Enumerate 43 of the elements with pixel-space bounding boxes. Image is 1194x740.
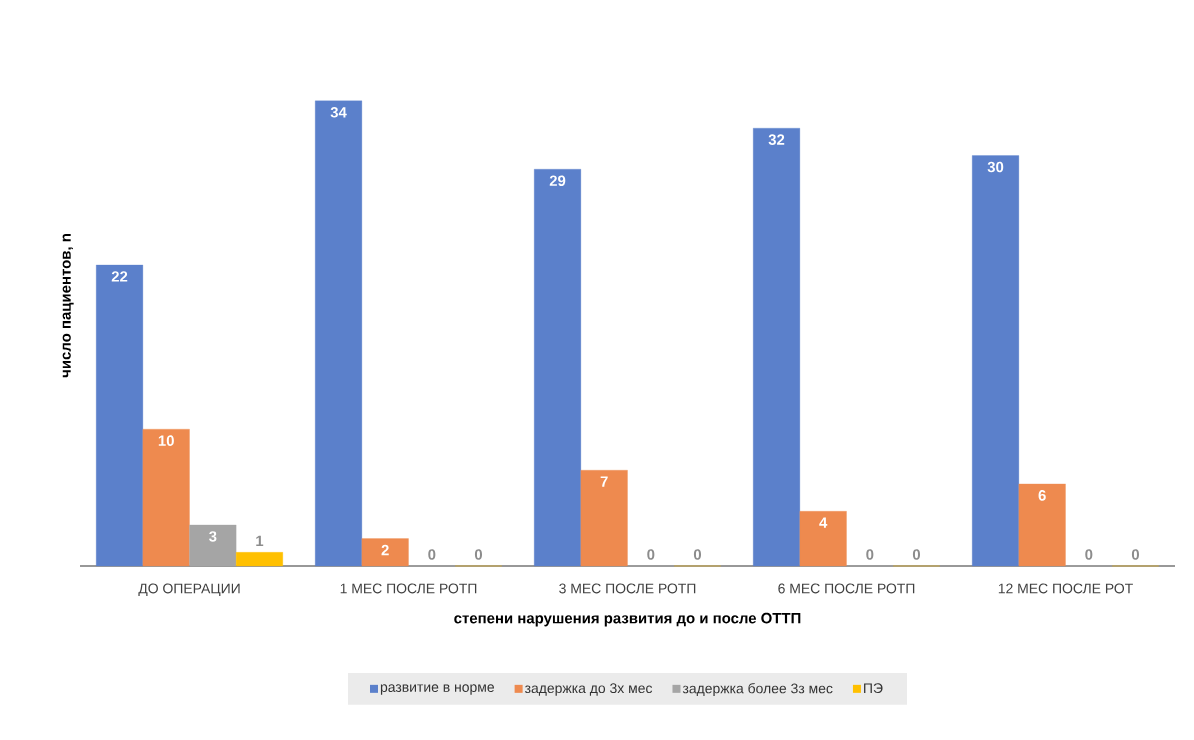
data-label: 0 (474, 549, 483, 560)
x-tick-label: 1 МЕС ПОСЛЕ РОТП (340, 583, 477, 594)
x-axis-title: степени нарушения развития до и после ОТТП (454, 612, 801, 627)
x-tick-label: ДО ОПЕРАЦИИ (138, 583, 240, 597)
data-label: 4 (819, 517, 828, 528)
bar (315, 100, 363, 567)
bar (534, 169, 582, 567)
legend-label: ПЭ (864, 683, 883, 694)
data-label: 0 (1131, 549, 1139, 560)
x-tick-label: 3 МЕС ПОСЛЕ РОТП (559, 583, 696, 594)
data-label: 0 (1085, 549, 1093, 560)
bar (1018, 483, 1066, 567)
bar (580, 470, 628, 567)
data-label: 3 (209, 531, 217, 542)
bar (189, 524, 237, 567)
data-label: 29 (549, 175, 566, 186)
bar (972, 155, 1019, 567)
bar (361, 538, 409, 567)
data-label: 32 (768, 134, 785, 145)
data-label: 0 (428, 549, 436, 560)
x-tick-label: 12 МЕС ПОСЛЕ РОТ (998, 583, 1133, 594)
data-label: 0 (647, 549, 655, 560)
legend-label: задержка до 3х мес (524, 683, 653, 696)
data-label: 6 (1038, 490, 1046, 501)
data-label: 0 (912, 549, 921, 560)
bar (753, 128, 801, 567)
data-label: 10 (158, 435, 174, 446)
legend-label: задержка более 3з мес (682, 682, 833, 697)
data-label: 7 (600, 476, 608, 487)
bar (96, 264, 144, 567)
data-label: 0 (866, 549, 874, 560)
legend-label: развитие в норме (380, 684, 494, 695)
x-tick-label: 6 МЕС ПОСЛЕ РОТП (778, 583, 915, 594)
bar (142, 429, 190, 567)
data-label: 0 (693, 549, 702, 560)
data-label: 30 (987, 161, 1004, 173)
data-label: 22 (111, 271, 128, 282)
bar (799, 511, 847, 567)
y-axis-title: число пациентов, n (62, 234, 74, 378)
data-label: 2 (381, 544, 389, 556)
data-label: 34 (330, 106, 347, 118)
bar (236, 552, 283, 567)
data-label: 1 (256, 535, 264, 547)
